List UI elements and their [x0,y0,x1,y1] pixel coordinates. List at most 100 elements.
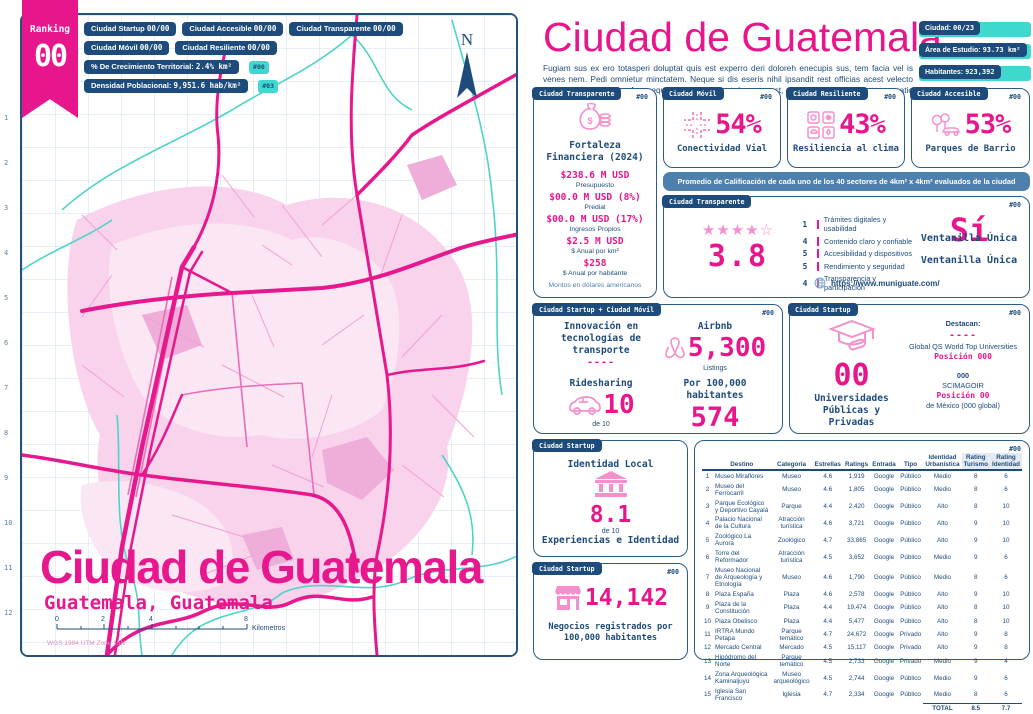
cell-ratings: 2,578 [848,590,865,598]
badge-label: Ciudad Transparente [296,24,371,33]
cell-categoria: Iglesia [782,691,801,699]
dashes: ---- [948,329,978,341]
cell-ratings: 2,420 [848,503,865,511]
sci-label: SCIMAGOIR [942,380,984,390]
cell-destino: Plaza España [715,590,754,598]
destinos-table: Destino Categoría Estrellas Ratings Entrada T… [702,453,1022,714]
badge-label: Densidad Poblacional: [91,81,172,90]
header-stat-pill: Área de Estudio: 93.73 km² [919,43,1027,57]
cell-estrellas: 4.7 [823,631,833,639]
dashes: ---- [586,356,616,368]
graduation-cap-icon [827,319,876,351]
table-row: 7 Museo Nacional de Arqueología y Etnolog… [702,566,1022,590]
north-arrow-icon [457,52,477,98]
cell-categoria: Parque temático [779,627,804,642]
criterion-score: 1 [802,219,808,229]
divider [816,219,819,229]
per-capita-value: 574 [690,401,740,433]
badge-value: 00/00 [247,43,270,52]
cell-estrellas: 4.6 [823,574,833,582]
column-header: Entrada [872,461,896,469]
rank-chip: #00 [249,60,269,74]
cell-identidad: Alto [937,536,948,544]
cell-entrada: Google [873,486,895,494]
cell-destino: Palacio Nacional de la Cultura [715,516,762,531]
cell-rating-identidad: 10 [1002,604,1010,612]
axis-tick: 12 [4,609,13,617]
card-title: Fortaleza Financiera (2024) [546,140,644,163]
cell-entrada: Google [873,574,895,582]
cell-identidad: Medio [933,674,952,682]
rating-criterion: 1 Trámites digitales y usabilidad [798,215,919,233]
cell-estrellas: 4.5 [823,674,833,682]
cell-rating-identidad: 10 [1002,590,1010,598]
municipality-url[interactable]: https://www.muniguate.com/ [831,278,940,288]
cell-tipo: Privado [899,631,922,639]
cell-entrada: Google [873,536,895,544]
card-rank: #00 [1009,445,1021,453]
badge-row-2: Ciudad Móvil 00/00 Ciudad Resiliente 00/0… [84,41,414,55]
ranking-value: 00 [33,39,68,74]
table-row: 13 Hipódromo del Norte Parque temático 4.5 2… [702,653,1022,670]
airbnb-icon [665,337,685,359]
card-rank: #00 [1009,201,1021,209]
badge-value: 00/00 [253,24,277,33]
table-total-row: TOTAL 8.5 7.7 [702,702,1022,714]
per-capita-title: Por 100,000 habitantes [683,377,747,401]
cell-ratings: 2,744 [848,674,865,682]
cell-num: 6 [705,553,710,561]
cell-categoria: Parque [781,503,802,511]
cell-identidad: Medio [933,574,952,582]
cell-num: 2 [705,486,710,494]
cell-tipo: Público [900,617,921,625]
badge-value: 9,951.6 hab/km² [173,81,242,90]
cell-categoria: Museo [782,472,801,480]
map-badge: Ciudad Accesible 00/00 [182,22,284,36]
page-title: Ciudad de Guatemala [543,14,942,60]
sci-position: Posición 00 [936,390,990,400]
cell-ratings: 3,652 [848,553,865,561]
cell-rating-identidad: 10 [1002,503,1010,511]
ranking-ribbon: Ranking 00 [22,0,78,118]
universities-label: Universidades Públicas y Privadas [814,393,889,428]
museum-icon [594,470,627,497]
header-stat: Área de Estudio: 93.73 km² [919,43,1031,59]
cell-num: 8 [705,590,710,598]
badge-label: Ciudad Resiliente [182,43,246,52]
cell-rating-turismo: 9 [974,553,978,561]
card-conectividad-vial: Ciudad Móvil #00 54% Conectividad Vial [662,87,781,168]
qs-position: Posición 000 [934,352,992,362]
header-stats: Ciudad: 00/23 Área de Estudio: 93.73 km² H… [919,21,1031,88]
axis-tick: 1 [4,114,9,122]
axis-tick: 11 [4,564,13,572]
card-innovacion-transporte: Ciudad Startup + Ciudad Móvil #00 Innova… [532,303,783,434]
criterion-score: 5 [802,249,808,258]
badge-row-1: Ciudad Startup 00/00 Ciudad Accesible 00/… [84,22,414,36]
cell-identidad: Alto [937,644,948,652]
card-label: Resiliencia al clima [793,144,899,155]
table-header: Destino Categoría Estrellas Ratings Entrada T… [702,453,1022,471]
cell-destino: Museo del Ferrocarril [715,482,745,497]
header-stat-pill: Ciudad: 00/23 [919,21,981,35]
rating-criterion: 4 Contenido claro y confiable [798,236,919,246]
cell-categoria: Atracción turística [778,516,805,531]
cell-ratings: 2,334 [848,691,865,699]
card-negocios: Ciudad Startup #00 14,142 Negocios regis… [532,562,688,660]
card-rank: #00 [667,568,679,576]
cell-ratings: 1,790 [848,574,865,582]
criterion-label: Trámites digitales y usabilidad [823,215,887,233]
cell-rating-identidad: 10 [1002,519,1010,527]
cell-entrada: Google [873,631,895,639]
cell-estrellas: 4.6 [823,472,833,480]
cell-rating-identidad: 10 [1002,617,1010,625]
scale-bar: 0 2 4 8 Kilometros [55,616,286,632]
major-roads [22,15,516,655]
cell-categoria: Museo [782,574,801,582]
stat-value: 923,392 [965,68,995,76]
map-axis-ticks: 1 2 3 4 5 6 7 8 9 10 11 12 [4,0,18,663]
cell-rating-identidad: 8 [1004,631,1008,639]
cell-tipo: Público [900,553,921,561]
ranking-label: Ranking [29,24,71,35]
road-intersection-icon [684,111,711,138]
stat-label: Área de Estudio: [925,47,981,54]
